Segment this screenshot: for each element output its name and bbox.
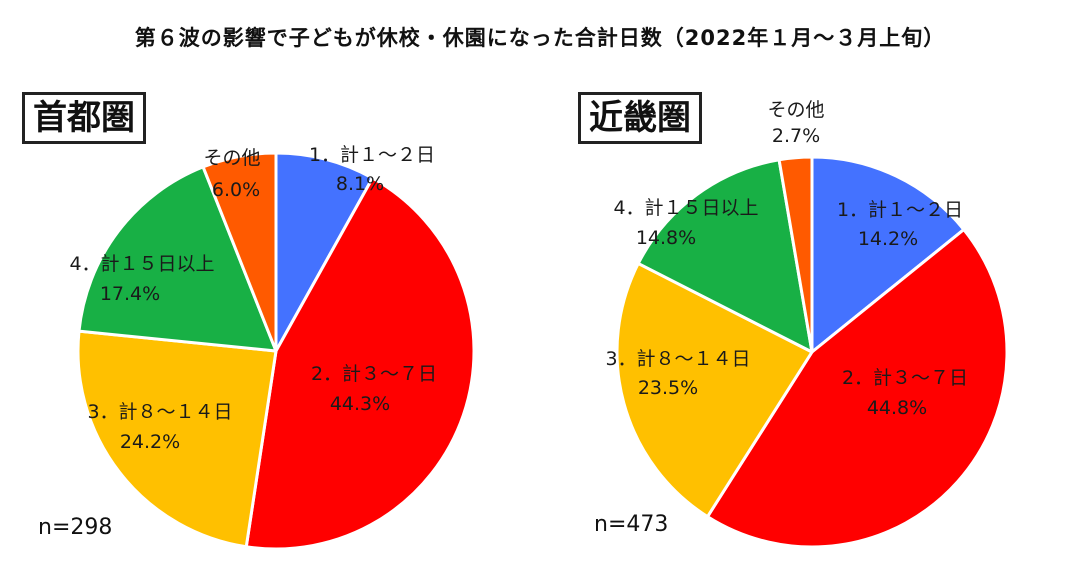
pie1-slice-3 <box>636 158 814 354</box>
sample-size-shutoken: n=298 <box>38 515 113 540</box>
region-label-shutoken: 首都圏 <box>22 92 146 144</box>
pie1-slice-1 <box>706 228 1009 549</box>
pie1-slice-4-value: 2.7% <box>772 125 820 147</box>
pie1-slice-2-label: 3．計８〜１４日 <box>605 348 750 370</box>
pie0-slice-4-label: その他 <box>203 147 260 169</box>
pie1-slice-0-value: 14.2% <box>858 228 918 250</box>
pie1-slice-1-value: 44.8% <box>867 397 927 419</box>
sample-size-kinki: n=473 <box>594 512 669 537</box>
chart-title: 第６波の影響で子どもが休校・休園になった合計日数（2022年１月〜３月上旬） <box>134 26 946 50</box>
pie0-slice-4 <box>201 151 278 353</box>
pie1-slice-0 <box>810 155 966 354</box>
pie0-slice-0-label: 1．計１〜２日 <box>309 144 435 166</box>
pie1-slice-2 <box>615 261 814 519</box>
pie0-slice-3-value: 17.4% <box>100 283 160 305</box>
pie1-slice-3-value: 14.8% <box>636 227 696 249</box>
pie0-slice-1 <box>244 176 476 551</box>
pie1-slice-0-label: 1．計１〜２日 <box>837 199 963 221</box>
pie0-slice-2-label: 3．計８〜１４日 <box>87 401 232 423</box>
pie0-slice-4-value: 6.0% <box>212 179 260 201</box>
pie0-slice-3 <box>77 165 278 353</box>
region-label-kinki: 近畿圏 <box>578 92 702 144</box>
pie0-slice-0 <box>274 151 374 353</box>
pie0-slice-0-value: 8.1% <box>336 173 384 195</box>
pie0-slice-1-label: 2．計３〜７日 <box>311 363 437 385</box>
pie1-slice-1-label: 2．計３〜７日 <box>842 367 968 389</box>
pie0-slice-1-value: 44.3% <box>330 393 390 415</box>
pie0-slice-2-value: 24.2% <box>120 431 180 453</box>
pie1-slice-4-label: その他 <box>767 99 824 121</box>
pie1-slice-4 <box>777 155 814 354</box>
pie0-slice-3-label: 4．計１５日以上 <box>69 253 214 275</box>
pie1-slice-2-value: 23.5% <box>638 377 698 399</box>
pie1-slice-3-label: 4．計１５日以上 <box>613 197 758 219</box>
pie0-slice-2 <box>76 329 278 549</box>
